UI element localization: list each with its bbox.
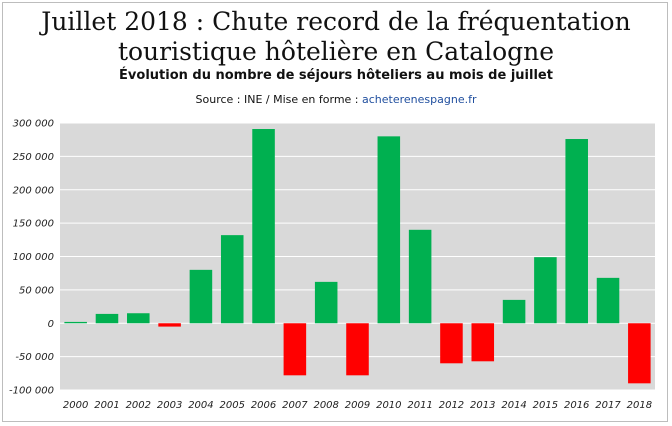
bar-2004 [189,269,213,324]
x-tick-label: 2010 [376,400,401,411]
source-prefix: Source : INE / Mise en forme : [195,93,363,106]
x-tick-label: 2009 [345,400,370,411]
x-tick-label: 2016 [564,400,589,411]
x-tick-label: 2002 [126,400,151,411]
bar-2005 [220,235,244,324]
bar-2010 [377,136,401,324]
chart-title-line2: touristique hôtelière en Catalogne [117,37,555,66]
x-tick-label: 2018 [627,400,652,411]
x-tick-label: 2007 [282,400,308,411]
y-tick-label: -50 000 [15,352,54,363]
x-tick-label: 2005 [220,400,245,411]
chart-title-line1: Juillet 2018 : Chute record de la fréque… [41,7,631,36]
bar-2008 [314,281,338,324]
bar-2014 [502,299,526,324]
y-tick-label: 50 000 [19,285,54,296]
x-tick-label: 2013 [470,400,495,411]
bar-2007 [283,323,307,376]
bar-2006 [252,129,275,324]
x-tick-label: 2011 [407,400,432,411]
y-tick-label: 200 000 [13,185,54,196]
y-tick-label: 300 000 [13,119,54,130]
y-tick-label: 250 000 [13,152,54,163]
bar-2001 [95,313,119,324]
x-tick-label: 2014 [501,400,526,411]
x-tick-label: 2008 [313,400,338,411]
bar-2018 [628,323,651,384]
bar-2009 [346,323,369,376]
y-tick-label: 0 [48,319,54,330]
x-tick-label: 2000 [63,400,88,411]
x-tick-label: 2003 [157,400,182,411]
x-tick-label: 2015 [533,400,558,411]
y-tick-label: 150 000 [13,219,54,230]
x-tick-label: 2017 [595,400,621,411]
bar-2015 [534,257,557,324]
chart-subtitle: Évolution du nombre de séjours hôteliers… [119,68,553,83]
bar-2017 [596,277,620,324]
x-tick-label: 2001 [94,400,119,411]
source-link[interactable]: acheterenespagne.fr [362,93,477,106]
bar-2011 [408,229,432,324]
y-tick-label: -100 000 [9,386,54,397]
x-tick-label: 2012 [439,400,464,411]
bar-2016 [565,139,588,324]
bar-2013 [471,323,495,362]
y-tick-label: 100 000 [13,252,54,263]
bar-2012 [440,323,463,364]
bar-2000 [64,321,87,324]
x-tick-label: 2004 [188,400,213,411]
source-line: Source : INE / Mise en forme : acheteren… [0,93,672,106]
bar-2002 [127,313,150,324]
bar-2003 [158,323,181,327]
x-tick-label: 2006 [251,400,276,411]
